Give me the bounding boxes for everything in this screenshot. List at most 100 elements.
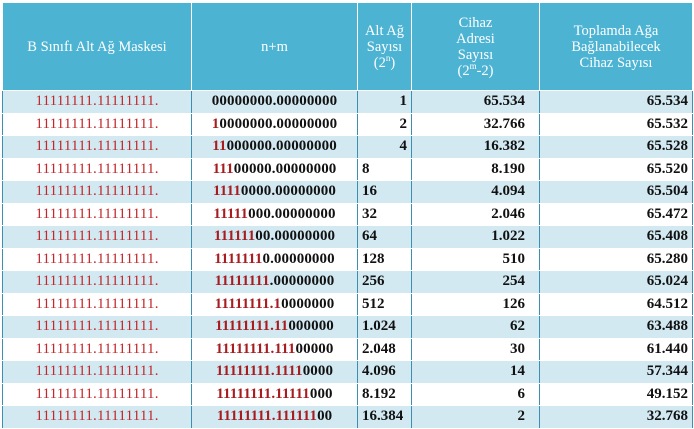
nm-cell: 11100000.00000000 [191,157,358,181]
table-row: 11111111.11111111. 11000000.00000000 4 16.3… [2,135,693,159]
header-subnet-count: Alt Ağ Sayısı (2n) [357,2,412,91]
header-device-count: Cihaz Adresi Sayısı (2m-2) [411,2,540,91]
device-count-cell: 16.382 [411,135,540,159]
table-row: 11111111.11111111. 11111100.00000000 64 1.0… [2,225,693,249]
nm-host-bits: 0.00000000 [262,250,335,267]
total-cell: 65.472 [539,202,693,226]
mask-cell: 11111111.11111111. [2,112,192,136]
mask-cell: 11111111.11111111. [2,202,192,226]
nm-subnet-bits: 111111 [213,228,256,245]
header-subnet-line3: (2n) [359,52,411,71]
nm-subnet-bits: 11111111.111111 [216,408,318,425]
total-cell: 65.520 [539,157,693,181]
table-row: 11111111.11111111. 11111111.00000000 256 25… [2,270,693,294]
mask-cell: 11111111.11111111. [2,382,192,406]
total-cell: 49.152 [539,382,693,406]
total-cell: 65.528 [539,135,693,159]
nm-host-bits: 0000 [302,363,334,380]
device-count-cell: 2.046 [411,202,540,226]
device-count-cell: 8.190 [411,157,540,181]
header-total-line3: Cihaz Sayısı [579,54,653,71]
table-row: 11111111.11111111. 11111000.00000000 32 2.0… [2,202,693,226]
device-count-cell: 254 [411,270,540,294]
total-cell: 57.344 [539,360,693,384]
nm-subnet-bits: 11111111 [214,273,270,290]
device-count-cell: 4.094 [411,180,540,204]
nm-host-bits: 00000 [295,340,334,357]
table-row: 11111111.11111111. 11111111.11111000 8.192… [2,382,693,406]
total-cell: 65.534 [539,90,693,114]
total-cell: 64.512 [539,292,693,316]
nm-cell: 11000000.00000000 [191,135,358,159]
table-row: 11111111.11111111. 11111111.11000000 1.024… [2,315,693,339]
nm-subnet-bits: 11111 [213,205,249,222]
header-device-rest: -2) [476,62,494,79]
header-row: B Sınıfı Alt Ağ Maskesi n+m Alt Ağ Sayıs… [2,2,693,91]
total-cell: 61.440 [539,337,693,361]
subnet-count-cell: 128 [357,247,412,271]
mask-cell: 11111111.11111111. [2,90,192,114]
device-count-cell: 126 [411,292,540,316]
total-cell: 65.024 [539,270,693,294]
table-body: 11111111.11111111. 00000000.00000000 1 65.5… [2,90,693,429]
table-row: 11111111.11111111. 11100000.00000000 8 8.19… [2,157,693,181]
nm-subnet-bits: 11111111.111 [215,340,296,357]
subnet-count-cell: 512 [357,292,412,316]
header-device-exp: m [469,60,477,71]
table-row: 11111111.11111111. 11111111.11110000 4.096… [2,360,693,384]
nm-host-bits: 000 [309,385,333,402]
nm-subnet-bits: 11111111.1111 [215,363,303,380]
mask-cell: 11111111.11111111. [2,360,192,384]
device-count-cell: 32.766 [411,112,540,136]
total-cell: 63.488 [539,315,693,339]
device-count-cell: 14 [411,360,540,384]
mask-cell: 11111111.11111111. [2,157,192,181]
nm-subnet-bits: 11111111.11 [215,318,289,335]
nm-cell: 11110000.00000000 [191,180,358,204]
nm-cell: 11111111.11111000 [191,382,358,406]
nm-host-bits: 00000000.00000000 [211,93,338,110]
mask-cell: 11111111.11111111. [2,225,192,249]
header-mask-label: B Sınıfı Alt Ağ Maskesi [27,38,167,55]
mask-cell: 11111111.11111111. [2,405,192,429]
mask-cell: 11111111.11111111. [2,270,192,294]
header-device-line1: Cihaz [458,14,493,31]
nm-host-bits: 000000 [288,318,334,335]
subnet-count-cell: 32 [357,202,412,226]
subnet-count-cell: 256 [357,270,412,294]
nm-cell: 00000000.00000000 [191,90,358,114]
total-cell: 65.280 [539,247,693,271]
nm-cell: 10000000.00000000 [191,112,358,136]
header-device-line2: Adresi [456,30,495,47]
header-nm: n+m [191,2,358,91]
table-row: 11111111.11111111. 11111111.11111100 16.38… [2,405,693,429]
subnet-count-cell: 2.048 [357,337,412,361]
mask-cell: 11111111.11111111. [2,135,192,159]
device-count-cell: 1.022 [411,225,540,249]
nm-subnet-bits: 1111 [213,183,241,200]
header-subnet-close: ) [390,54,396,71]
subnet-count-cell: 8.192 [357,382,412,406]
header-subnet-exp: n [385,52,391,63]
device-count-cell: 2 [411,405,540,429]
subnet-count-cell: 64 [357,225,412,249]
subnet-count-cell: 4.096 [357,360,412,384]
total-cell: 65.408 [539,225,693,249]
table-row: 11111111.11111111. 11111111.10000000 512 12… [2,292,693,316]
header-subnet-line2: Sayısı [366,38,403,55]
header-mask: B Sınıfı Alt Ağ Maskesi [2,2,192,91]
nm-host-bits: 000.00000000 [248,205,336,222]
nm-host-bits: 0000000 [281,295,335,312]
mask-cell: 11111111.11111111. [2,315,192,339]
header-total-line1: Toplamda Ağa [573,22,659,39]
nm-host-bits: 00 [317,408,333,425]
header-device-base: (2 [457,62,470,79]
nm-host-bits: 0000000.00000000 [219,115,338,132]
nm-subnet-bits: 1 [211,115,220,132]
header-device-line4: (2m-2) [413,60,539,79]
device-count-cell: 6 [411,382,540,406]
nm-subnet-bits: 111 [212,160,234,177]
device-count-cell: 65.534 [411,90,540,114]
subnet-count-cell: 1 [357,90,412,114]
